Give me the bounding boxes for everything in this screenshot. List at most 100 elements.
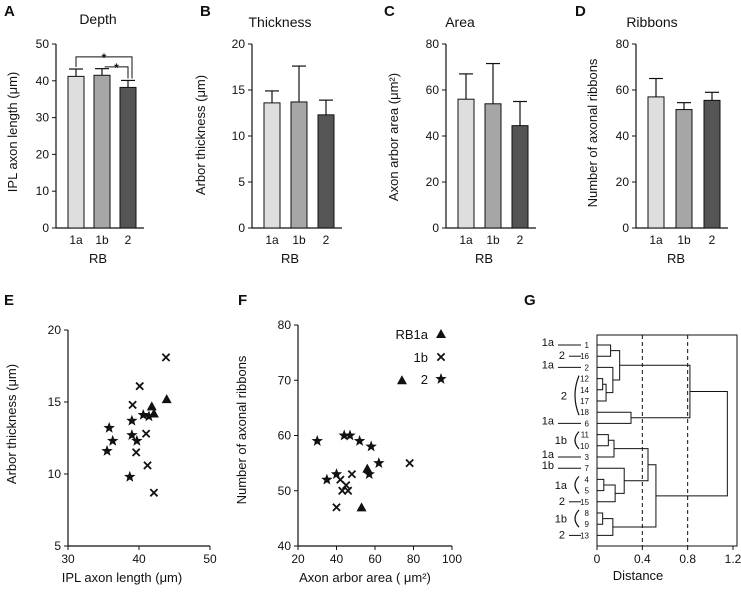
- panel-g-group-label: 2: [559, 350, 565, 362]
- panel-e-point-star: [101, 444, 113, 456]
- panel-a-plot: 0 10 20 30 40 50 1a 1b 2 * *: [36, 37, 144, 247]
- panel-g-frame: [596, 334, 738, 547]
- panel-g-leaf-label: 17: [580, 397, 589, 406]
- panel-f-ytick-label: 40: [278, 539, 292, 553]
- panel-c-xtick-label: 1b: [486, 233, 500, 247]
- panel-g-group-label: 1a: [542, 337, 555, 349]
- panel-g-link: [597, 411, 632, 424]
- panel-d-xtick-label: 2: [709, 233, 716, 247]
- panel-c-ylabel: Axon arbor area (μm²): [386, 73, 401, 201]
- panel-f-point-triangle: [362, 463, 373, 473]
- panel-f-point-cross: [332, 503, 341, 512]
- panel-f-xlabel: Axon arbor area ( μm²): [299, 570, 431, 585]
- panel-e-point-triangle: [161, 394, 172, 404]
- panel-f-legend-label: 1b: [414, 350, 428, 365]
- panel-g-group-label: 1a: [542, 359, 555, 371]
- panel-letter-d: D: [575, 3, 586, 20]
- panel-b-xtick-label: 1b: [292, 233, 306, 247]
- panel-f-xtick-label: 60: [368, 552, 382, 566]
- panel-b-plot: 0 5 10 15 20 1a 1b 2: [232, 37, 342, 247]
- panel-f-legend-label: 2: [421, 372, 428, 387]
- panel-g-xtick-label: 1.2: [725, 552, 741, 566]
- panel-g-group-bracket: [574, 509, 580, 528]
- panel-e-plot: 5 10 15 20 30 40 50: [48, 323, 217, 566]
- panel-g-leaf-label: 2: [585, 363, 590, 372]
- panel-e-point-cross: [131, 448, 141, 457]
- panel-g-link: [597, 434, 609, 447]
- panel-e-ytick-label: 5: [54, 539, 61, 553]
- panel-c-bar: [484, 103, 502, 229]
- panel-e-point-star: [126, 414, 138, 426]
- panel-g-link: [597, 512, 604, 525]
- panel-f-point-star: [330, 468, 343, 480]
- panel-e-point-star: [124, 470, 136, 482]
- panel-b-ytick-label: 10: [232, 129, 246, 143]
- panel-g-group-label: 1b: [542, 460, 554, 472]
- panel-g-group-bracket: [574, 375, 580, 416]
- panel-d-xtick-label: 1a: [649, 233, 663, 247]
- panel-letter-e: E: [4, 292, 14, 309]
- panel-a-xtick-label: 1b: [95, 233, 109, 247]
- panel-e-ylabel: Arbor thickness (μm): [4, 364, 19, 484]
- panel-g-leaf-label: 14: [580, 386, 589, 395]
- panel-b-bar: [263, 102, 281, 229]
- panel-g-link: [597, 439, 615, 458]
- panel-g-leaf-label: 12: [580, 375, 589, 384]
- panel-a-xlabel: RB: [89, 251, 107, 266]
- panel-b-ytick-label: 15: [232, 83, 246, 97]
- panel-d-ytick-label: 0: [622, 221, 629, 235]
- panel-f-legend-marker-star: [435, 373, 447, 384]
- panel-g-group-label: 2: [559, 529, 565, 541]
- panel-d-xlabel: RB: [667, 251, 685, 266]
- panel-f-xtick-label: 100: [442, 552, 462, 566]
- panel-b-xlabel: RB: [281, 251, 299, 266]
- panel-g-xlabel: Distance: [613, 568, 664, 583]
- panel-f-xtick-label: 20: [291, 552, 305, 566]
- panel-e-xtick-label: 40: [132, 552, 146, 566]
- panel-c-ytick-label: 20: [426, 175, 440, 189]
- panel-e-xtick-label: 30: [61, 552, 75, 566]
- panel-a-significance-bracket: [75, 56, 133, 79]
- panel-e-ytick-label: 15: [48, 395, 62, 409]
- panel-g-leaf-label: 1: [585, 341, 590, 350]
- panel-a-ylabel: IPL axon length (μm): [5, 72, 20, 192]
- panel-d-ytick-label: 60: [616, 83, 630, 97]
- panel-e-point-star: [103, 421, 115, 433]
- panel-g-group-label: 1b: [555, 514, 567, 526]
- panel-d-bar: [675, 109, 693, 229]
- panel-f-point-star: [363, 468, 375, 480]
- panel-a-xtick-label: 2: [125, 233, 132, 247]
- panel-b-ytick-label: 20: [232, 37, 246, 51]
- panel-c-bar: [457, 98, 475, 229]
- panel-c-xlabel: RB: [475, 251, 493, 266]
- panel-f-point-star: [344, 429, 356, 441]
- panel-d-ylabel: Number of axonal ribbons: [585, 58, 600, 207]
- panel-b-xtick-label: 2: [323, 233, 330, 247]
- panel-a-bar: [67, 75, 85, 229]
- panel-g-link: [597, 344, 612, 357]
- panel-f-legend-marker-triangle: [436, 329, 446, 338]
- panel-e-point-star: [137, 408, 149, 420]
- panel-a-ytick-label: 20: [36, 147, 50, 161]
- panel-b-ytick-label: 5: [238, 175, 245, 189]
- panel-e-point-cross: [149, 488, 159, 497]
- panel-g-leaf-label: 4: [585, 475, 590, 484]
- panel-g-link: [597, 478, 605, 492]
- panel-e-point-star: [131, 434, 143, 446]
- panel-f-point-star: [373, 457, 385, 468]
- panel-g-group-label: 1a: [542, 449, 555, 461]
- panel-f-ytick-label: 70: [278, 373, 292, 387]
- panel-e-point-cross: [141, 429, 151, 438]
- panel-a-ytick-label: 30: [36, 111, 50, 125]
- panel-g-group-label: 1a: [555, 480, 568, 492]
- panel-e-point-triangle: [146, 401, 157, 411]
- panel-c-xtick-label: 1a: [459, 233, 473, 247]
- panel-g-group-bracket: [574, 475, 580, 495]
- panel-b: B Thickness Arbor thickness (μm) RB 0 5 10…: [193, 3, 342, 266]
- panel-g-leaf-label: 13: [580, 531, 589, 540]
- panel-g-leaf-label: 18: [580, 408, 589, 417]
- panel-g-leaf-label: 5: [585, 487, 590, 496]
- panel-g-link: [597, 378, 604, 391]
- panel-g-link: [655, 391, 728, 497]
- panel-g-leaf-label: 3: [585, 453, 590, 462]
